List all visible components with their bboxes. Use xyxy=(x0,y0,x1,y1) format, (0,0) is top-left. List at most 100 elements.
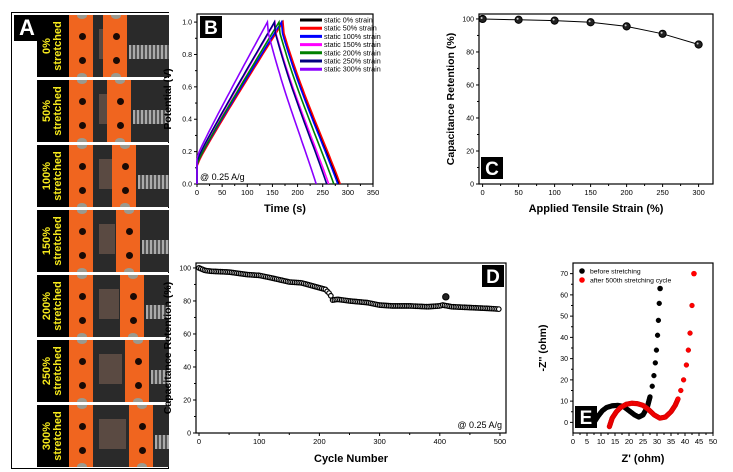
y-tick-label: 30 xyxy=(560,356,568,363)
y-tick-label: 40 xyxy=(183,364,191,371)
x-tick-label: 0 xyxy=(195,188,199,197)
data-point xyxy=(514,15,523,24)
x-tick-label: 50 xyxy=(709,437,717,446)
strain-caption: 100% stretched xyxy=(37,145,69,207)
y-tick-label: 0 xyxy=(564,420,568,427)
strain-photo-row: 50% stretched xyxy=(37,78,169,142)
legend-entry: static 250% strain xyxy=(324,57,381,66)
y-tick-label: 0 xyxy=(470,182,474,189)
y-tick-label: 1.0 xyxy=(182,20,192,27)
chart-E: 0 5 10 15 20 25 30 35 40 45 50 0 10 20 30 40 50 60 70 Z' (o… xyxy=(537,262,717,465)
panel-a-label: A xyxy=(14,15,40,41)
strain-caption: 200% stretched xyxy=(37,275,69,337)
y-tick-label: 50 xyxy=(560,314,568,321)
y-tick-label: 20 xyxy=(466,148,474,155)
x-tick-label: 15 xyxy=(611,437,619,446)
data-point-highlight xyxy=(552,18,555,21)
device-photo xyxy=(69,15,169,77)
strain-caption: 0% stretched xyxy=(37,15,69,77)
x-tick-label: 30 xyxy=(653,437,661,446)
y-tick-label: 0.6 xyxy=(182,84,192,91)
x-tick-label: 250 xyxy=(316,188,329,197)
outlier-point xyxy=(442,293,450,301)
y-axis-label: Potential (V) xyxy=(162,68,174,129)
x-axis-label: Time (s) xyxy=(264,203,306,215)
data-point-highlight xyxy=(588,20,591,23)
data-point-highlight xyxy=(516,17,519,20)
cycle-point xyxy=(495,306,502,313)
y-tick-label: 70 xyxy=(560,271,568,278)
strain-photo-row: 100% stretched xyxy=(37,143,169,207)
nyquist-point xyxy=(649,383,655,389)
panel-label-badge xyxy=(481,157,503,179)
legend-entry: static 50% strain xyxy=(324,24,377,33)
x-tick-label: 0 xyxy=(481,188,485,197)
device-photo xyxy=(69,275,169,337)
nyquist-point xyxy=(655,317,662,324)
nyquist-point xyxy=(680,377,687,383)
data-point xyxy=(694,40,703,49)
nyquist-point xyxy=(683,362,690,368)
nyquist-point xyxy=(685,347,692,353)
strain-photo-row: 250% stretched xyxy=(37,338,169,402)
y-tick-label: 60 xyxy=(560,292,568,299)
strain-photo-row: 200% stretched xyxy=(37,273,169,337)
data-point xyxy=(658,29,667,38)
chart-D: 0 100 200 300 400 500 0 20 40 60 80 100 Cycle Number… xyxy=(162,262,507,465)
x-tick-label: 50 xyxy=(514,188,522,197)
x-tick-label: 200 xyxy=(291,188,304,197)
legend-entry: after 500th stretching cycle xyxy=(590,278,671,285)
x-tick-label: 20 xyxy=(625,437,633,446)
y-axis-label: -Z'' (ohm) xyxy=(537,325,549,372)
y-tick-label: 40 xyxy=(466,115,474,122)
y-tick-label: 0.2 xyxy=(182,149,192,156)
y-tick-label: 0.8 xyxy=(182,52,192,59)
x-tick-label: 200 xyxy=(620,188,633,197)
nyquist-point xyxy=(678,387,684,394)
chart-C: 0 50 100 150 200 250 300 0 20 40 60 80 100 Applied Te… xyxy=(445,13,714,215)
device-photo xyxy=(69,340,169,402)
panel-label-badge xyxy=(482,265,504,287)
strain-caption: 150% stretched xyxy=(37,210,69,272)
data-point xyxy=(622,22,631,31)
nyquist-point xyxy=(657,285,663,292)
nyquist-point xyxy=(653,347,660,353)
y-tick-label: 20 xyxy=(183,397,191,404)
legend-entry: static 300% strain xyxy=(324,65,381,74)
data-point xyxy=(550,16,559,25)
panel-label: E xyxy=(580,408,593,429)
x-tick-label: 200 xyxy=(313,437,326,446)
chart-B: 0 50 100 150 200 250 300 350 0.0 0.2 0.4 0.6 0.8 1.0 T… xyxy=(162,13,381,215)
x-tick-label: 0 xyxy=(197,437,201,446)
x-tick-label: 500 xyxy=(494,437,507,446)
data-point-highlight xyxy=(480,16,483,19)
x-tick-label: 35 xyxy=(667,437,675,446)
gcd-curve-line xyxy=(197,19,328,184)
strain-photo-row: 150% stretched xyxy=(37,208,169,272)
panel-label: B xyxy=(204,18,218,39)
x-axis-label: Cycle Number xyxy=(314,453,389,465)
data-point-highlight xyxy=(696,42,699,45)
data-point-highlight xyxy=(660,31,663,34)
data-point xyxy=(586,18,595,27)
device-photo xyxy=(69,405,169,467)
x-tick-label: 50 xyxy=(218,188,226,197)
plot-frame xyxy=(195,262,507,434)
strain-caption: 250% stretched xyxy=(37,340,69,402)
x-tick-label: 100 xyxy=(241,188,254,197)
x-tick-label: 40 xyxy=(681,437,689,446)
gcd-curve-line xyxy=(197,19,317,184)
data-point-highlight xyxy=(624,24,627,27)
x-tick-label: 100 xyxy=(548,188,561,197)
legend-entry: static 100% strain xyxy=(324,32,381,41)
legend-marker xyxy=(579,277,585,283)
y-axis-label: Capacitance Retention (%) xyxy=(162,282,174,414)
panel-label: D xyxy=(486,267,500,288)
y-tick-label: 80 xyxy=(183,298,191,305)
legend-entry: static 200% strain xyxy=(324,48,381,57)
x-tick-label: 10 xyxy=(597,437,605,446)
nyquist-point xyxy=(654,332,661,338)
y-tick-label: 40 xyxy=(560,335,568,342)
y-tick-label: 0.0 xyxy=(182,182,192,189)
